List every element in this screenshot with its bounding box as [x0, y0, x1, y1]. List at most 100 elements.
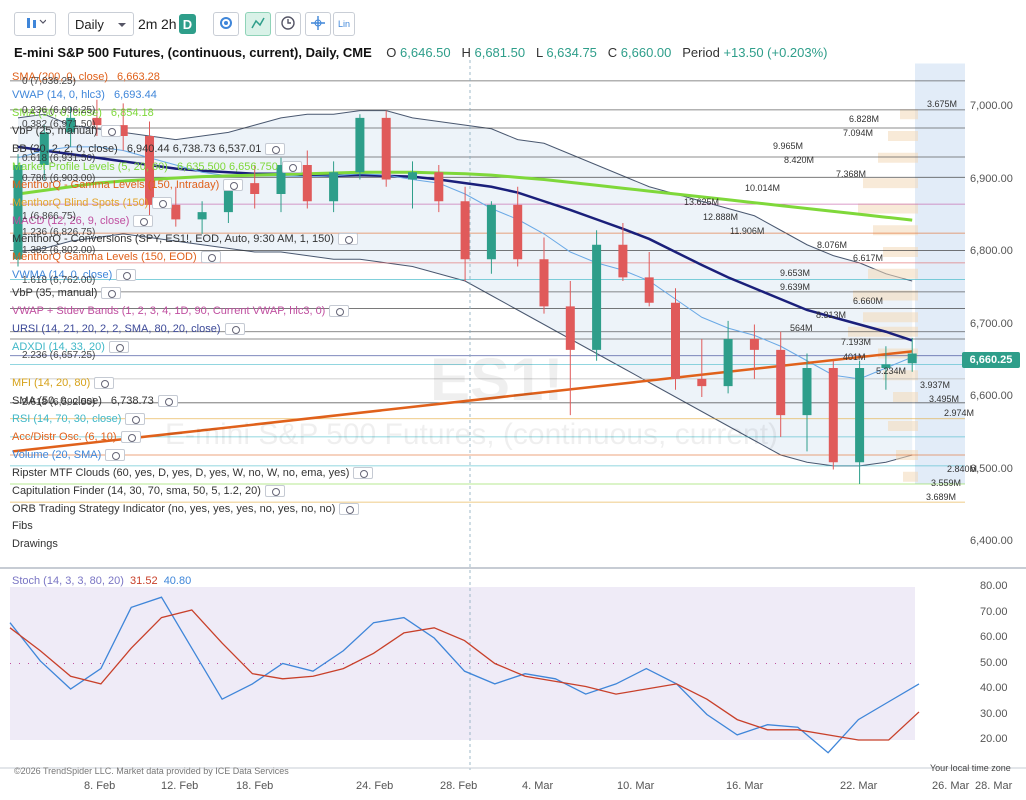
indicator-row[interactable]: BB (20, 2, 2, 0, close) 6,940.44 6,738.7… [12, 143, 286, 156]
indicator-row[interactable]: MenthorQ - Gamma Levels (150, Intraday) [12, 179, 244, 192]
indicator-row[interactable]: VbP (35, manual) [12, 287, 122, 300]
indicator-value: 6,854.18 [107, 107, 154, 119]
eye-icon[interactable] [120, 431, 141, 444]
candle-up [907, 353, 917, 364]
volume-profile-value: 6.617M [853, 253, 884, 263]
stoch-pane[interactable] [0, 570, 1026, 770]
indicator-row[interactable]: Capitulation Finder (14, 30, 70, sma, 50… [12, 485, 285, 498]
eye-icon[interactable] [265, 143, 286, 156]
eye-icon[interactable] [133, 215, 154, 228]
indicator-row[interactable]: Market Profile Levels (5, 20, 60) 6,635.… [12, 161, 302, 174]
eye-icon[interactable] [329, 305, 350, 318]
symbol-title: E-mini S&P 500 Futures, (continuous, cur… [14, 45, 372, 60]
eye-icon[interactable] [339, 503, 360, 516]
candle-down [671, 302, 680, 379]
eye-icon[interactable] [200, 251, 221, 264]
indicator-row[interactable]: Fibs [12, 520, 33, 533]
volume-profile-value: 8.076M [817, 240, 848, 250]
volume-profile-bar [883, 370, 918, 381]
eye-icon[interactable] [94, 377, 115, 390]
price-chart[interactable] [0, 60, 1026, 570]
indicator-row[interactable]: VWAP (14, 0, hlc3) 6,693.44 [12, 89, 157, 102]
indicator-row[interactable]: VWAP + Stdev Bands (1, 2, 3, 4, 1D, 90, … [12, 305, 350, 318]
eye-icon[interactable] [224, 323, 245, 336]
toolbar: Daily 2m 2h D Lin [0, 0, 1026, 46]
eye-icon[interactable] [105, 449, 126, 462]
eye-icon[interactable] [152, 197, 173, 210]
eye-icon[interactable] [157, 395, 178, 408]
volume-profile-bar [883, 247, 918, 257]
volume-profile-bar [868, 268, 918, 279]
time-axis-label: 26. Mar [932, 780, 970, 792]
indicator-row[interactable]: Drawings [12, 538, 58, 551]
lin-scale-button[interactable]: Lin [333, 12, 355, 36]
indicator-label: ADXDI (14, 33, 20) [12, 341, 105, 353]
indicator-label: MACD (12, 26, 9, close) [12, 215, 130, 227]
candle-up [592, 244, 602, 350]
eye-icon[interactable] [108, 341, 129, 354]
indicator-row[interactable]: SMA (50, 0, close) 6,738.73 [12, 395, 178, 408]
time-axis-label: 8. Feb [84, 780, 116, 792]
settings-button[interactable] [213, 12, 239, 36]
eye-icon[interactable] [223, 179, 244, 192]
volume-profile-bar [858, 203, 918, 214]
timeframe-2m[interactable]: 2m [138, 16, 158, 32]
indicator-row[interactable]: ADXDI (14, 33, 20) [12, 341, 129, 354]
crosshair-button[interactable] [305, 12, 331, 36]
indicator-row[interactable]: Volume (20, SMA) [12, 449, 126, 462]
timeframe-d[interactable]: D [179, 14, 196, 34]
indicator-row[interactable]: VbP (25, manual) [12, 125, 122, 138]
price-axis-label: 6,400.00 [970, 535, 1013, 547]
indicator-row[interactable]: URSI (14, 21, 20, 2, 2, SMA, 80, 20, clo… [12, 323, 245, 336]
timezone-label[interactable]: Your local time zone [930, 763, 1011, 773]
eye-icon[interactable] [125, 413, 146, 426]
time-axis-label: 4. Mar [522, 780, 554, 792]
volume-profile-value: 3.689M [926, 492, 957, 502]
fib-level-label: 0.382 (6,971.50) [22, 119, 96, 130]
bollinger-upper-line [17, 110, 913, 282]
indicator-row[interactable]: RSI (14, 70, 30, close) [12, 413, 146, 426]
interval-select[interactable]: Daily [68, 12, 134, 36]
trend-tool-button[interactable] [245, 12, 271, 36]
eye-icon[interactable] [281, 161, 302, 174]
indicator-row[interactable]: ORB Trading Strategy Indicator (no, yes,… [12, 503, 360, 516]
eye-icon[interactable] [101, 287, 122, 300]
indicator-row[interactable]: MenthorQ - Conversions (SPY, ES1!, EOD, … [12, 233, 359, 246]
volume-profile-bar [903, 471, 918, 482]
indicator-row[interactable]: MenthorQ Blind Spots (150) [12, 197, 173, 210]
candle-down [381, 117, 391, 180]
close-label: C [607, 45, 618, 60]
close-value: 6,660.00 [620, 45, 672, 60]
time-axis-label: 16. Mar [726, 780, 764, 792]
volume-profile-value: 3.559M [931, 478, 962, 488]
stoch-d-value: 40.80 [163, 575, 192, 587]
indicator-row[interactable]: VWMA (14, 0, close) [12, 269, 137, 282]
indicator-row[interactable]: Ripster MTF Clouds (60, yes, D, yes, D, … [12, 467, 374, 480]
indicator-row[interactable]: SMA (200, 0, close) 6,663.28 [12, 71, 160, 84]
indicator-label: BB (20, 2, 2, 0, close) [12, 143, 118, 155]
eye-icon[interactable] [338, 233, 359, 246]
replay-button[interactable] [275, 12, 301, 36]
candle-up [329, 172, 339, 202]
candle-up [486, 204, 496, 260]
open-label: O [386, 45, 397, 60]
volume-profile-value: 3.495M [929, 394, 960, 404]
candle-up [723, 339, 733, 387]
time-axis-label: 12. Feb [161, 780, 199, 792]
volume-profile-value: 9.965M [773, 141, 804, 151]
eye-icon[interactable] [353, 467, 374, 480]
chart-type-button[interactable] [14, 12, 56, 36]
eye-icon[interactable] [101, 125, 122, 138]
indicator-row[interactable]: MenthorQ Gamma Levels (150, EOD) [12, 251, 221, 264]
indicator-row[interactable]: SMA (50, 0, close) 6,854.18 [12, 107, 154, 120]
candle-down [434, 172, 444, 202]
indicator-row[interactable]: Acc/Distr Osc. (6, 10) [12, 431, 141, 444]
indicator-row[interactable]: MFI (14, 20, 80) [12, 377, 115, 390]
sma200-line [12, 350, 913, 453]
volume-profile-bar [853, 290, 918, 301]
indicator-label: Volume (20, SMA) [12, 449, 102, 461]
eye-icon[interactable] [264, 485, 285, 498]
eye-icon[interactable] [116, 269, 137, 282]
indicator-row[interactable]: MACD (12, 26, 9, close) [12, 215, 154, 228]
timeframe-2h[interactable]: 2h [161, 16, 177, 32]
